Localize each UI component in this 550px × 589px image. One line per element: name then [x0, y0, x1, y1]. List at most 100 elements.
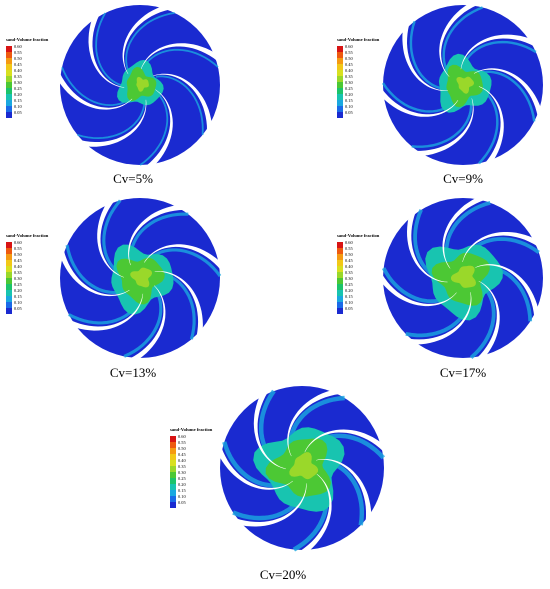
- legend-swatch: [337, 76, 343, 82]
- legend-label: 0.30: [14, 80, 22, 85]
- legend-swatch: [337, 278, 343, 284]
- legend-label: 0.05: [345, 110, 353, 115]
- legend-swatch: [170, 478, 176, 484]
- legend-swatch: [337, 64, 343, 70]
- flow-streak: [442, 6, 484, 75]
- legend-swatch: [6, 82, 12, 88]
- flow-streak: [139, 91, 169, 166]
- legend-swatch: [170, 484, 176, 490]
- legend-label: 0.45: [14, 62, 22, 67]
- legend-swatch: [337, 254, 343, 260]
- legend-label: 0.10: [14, 300, 22, 305]
- blade-gap: [144, 244, 224, 275]
- panel-caption: Cv=5%: [113, 171, 153, 186]
- legend-swatch: [170, 442, 176, 448]
- legend-swatch: [337, 100, 343, 106]
- flow-streak: [125, 12, 175, 72]
- legend-swatch: [6, 308, 12, 314]
- legend-label: 0.40: [14, 264, 22, 269]
- legend-label: 0.15: [345, 294, 353, 299]
- legend-label: 0.60: [178, 434, 186, 439]
- legend-label: 0.45: [178, 452, 186, 457]
- legend-label: 0.35: [14, 270, 22, 275]
- legend-swatch: [170, 490, 176, 496]
- legend-label: 0.50: [345, 252, 353, 257]
- legend-swatch: [337, 242, 343, 248]
- legend-title: sand-Volume fraction: [170, 427, 213, 432]
- legend-label: 0.05: [345, 306, 353, 311]
- blade-gap: [154, 271, 203, 342]
- legend-title: sand-Volume fraction: [6, 37, 49, 42]
- legend-label: 0.25: [345, 282, 353, 287]
- legend-label: 0.40: [345, 68, 353, 73]
- legend-swatch: [337, 58, 343, 64]
- legend-swatch: [337, 112, 343, 118]
- legend-swatch: [170, 502, 176, 508]
- contour-region: [136, 76, 149, 92]
- legend-label: 0.50: [14, 252, 22, 257]
- legend-swatch: [337, 248, 343, 254]
- legend-label: 0.20: [345, 92, 353, 97]
- legend-label: 0.60: [14, 240, 22, 245]
- legend-swatch: [6, 266, 12, 272]
- legend-swatch: [337, 46, 343, 52]
- panel-caption: Cv=20%: [260, 567, 307, 582]
- blade-gap: [478, 86, 504, 167]
- legend-label: 0.40: [345, 264, 353, 269]
- legend-swatch: [337, 272, 343, 278]
- blade-gap: [379, 269, 457, 307]
- blade-gap: [460, 34, 539, 70]
- legend-swatch: [170, 436, 176, 442]
- legend-label: 0.25: [14, 86, 22, 91]
- flow-streak: [95, 12, 123, 87]
- blade-gap: [402, 19, 449, 91]
- legend-swatch: [337, 260, 343, 266]
- flow-streak: [142, 48, 219, 68]
- flow-streak: [102, 199, 124, 277]
- legend-swatch: [170, 466, 176, 472]
- legend-swatch: [337, 308, 343, 314]
- blade-gap: [407, 207, 448, 283]
- legend-swatch: [6, 242, 12, 248]
- contour-panel: sand-Volume fraction 0.600.550.500.450.40…: [6, 5, 222, 186]
- flow-streak: [478, 87, 499, 165]
- legend-label: 0.45: [345, 258, 353, 263]
- panel-caption: Cv=9%: [443, 171, 483, 186]
- legend-swatch: [6, 290, 12, 296]
- legend-label: 0.20: [14, 288, 22, 293]
- legend-label: 0.15: [178, 488, 186, 493]
- legend-label: 0.20: [14, 92, 22, 97]
- legend-swatch: [337, 106, 343, 112]
- legend-swatch: [6, 100, 12, 106]
- legend-label: 0.25: [345, 86, 353, 91]
- legend-label: 0.15: [345, 98, 353, 103]
- legend-label: 0.60: [14, 44, 22, 49]
- legend-swatch: [6, 302, 12, 308]
- legend-label: 0.05: [14, 306, 22, 311]
- panel-caption: Cv=17%: [440, 365, 487, 380]
- flow-streak: [476, 70, 536, 122]
- legend-swatch: [6, 248, 12, 254]
- legend-label: 0.35: [178, 464, 186, 469]
- legend-swatch: [337, 94, 343, 100]
- panel-caption: Cv=13%: [110, 365, 157, 380]
- legend-label: 0.25: [14, 282, 22, 287]
- flow-streak: [155, 75, 204, 135]
- flow-streak: [123, 287, 163, 358]
- blade-gap: [230, 483, 307, 527]
- legend-swatch: [6, 284, 12, 290]
- blade-gap: [141, 89, 173, 169]
- blade-gap: [379, 84, 459, 117]
- blade-gap: [125, 285, 166, 362]
- legend-label: 0.05: [14, 110, 22, 115]
- legend-swatch: [6, 52, 12, 58]
- flow-streak: [409, 20, 446, 91]
- legend-swatch: [6, 70, 12, 76]
- blade-gap: [473, 280, 500, 362]
- contour-region: [456, 76, 474, 94]
- legend-label: 0.40: [178, 458, 186, 463]
- flow-streak: [61, 66, 130, 107]
- legend-label: 0.30: [14, 276, 22, 281]
- legend-label: 0.35: [345, 270, 353, 275]
- blade-gap: [315, 459, 372, 527]
